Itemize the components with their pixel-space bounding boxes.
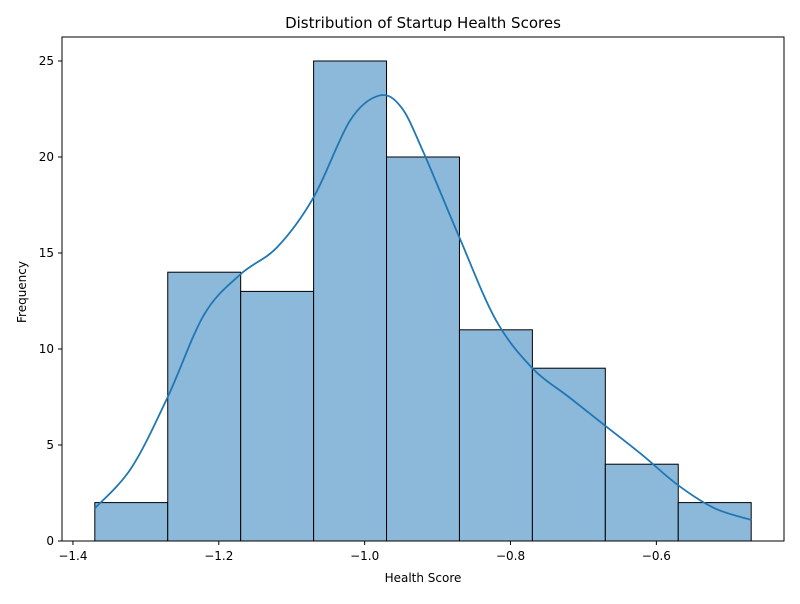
kde-line — [94, 94, 752, 521]
plot-frame — [61, 36, 785, 542]
y-tick-label: 0 — [46, 534, 54, 548]
x-tick-label: −1.0 — [350, 549, 379, 563]
histogram-bar — [240, 290, 315, 542]
x-axis-ticks: −1.4 −1.2 −1.0 −0.8 −0.6 — [58, 541, 671, 563]
histogram-bar — [167, 271, 242, 542]
histogram-bar — [458, 329, 533, 542]
x-tick-label: −1.2 — [204, 549, 233, 563]
y-tick-label: 5 — [46, 438, 54, 452]
y-axis-ticks: 0 5 10 15 20 25 — [39, 54, 62, 548]
y-tick-label: 20 — [39, 150, 54, 164]
bars-group — [94, 60, 752, 542]
x-tick-label: −0.6 — [642, 549, 671, 563]
x-tick-label: −1.4 — [58, 549, 87, 563]
x-axis-label: Health Score — [385, 571, 462, 585]
y-tick-label: 15 — [39, 246, 54, 260]
histogram-bar — [531, 367, 606, 542]
y-tick-label: 25 — [39, 54, 54, 68]
x-tick-label: −0.8 — [496, 549, 525, 563]
chart-title: Distribution of Startup Health Scores — [285, 14, 561, 32]
y-tick-label: 10 — [39, 342, 54, 356]
histogram-bar — [604, 463, 679, 542]
histogram-bar — [313, 60, 388, 542]
y-axis-label: Frequency — [15, 261, 29, 323]
kde-group — [94, 94, 752, 521]
histogram-bar — [94, 502, 169, 542]
histogram-bar — [386, 156, 460, 542]
